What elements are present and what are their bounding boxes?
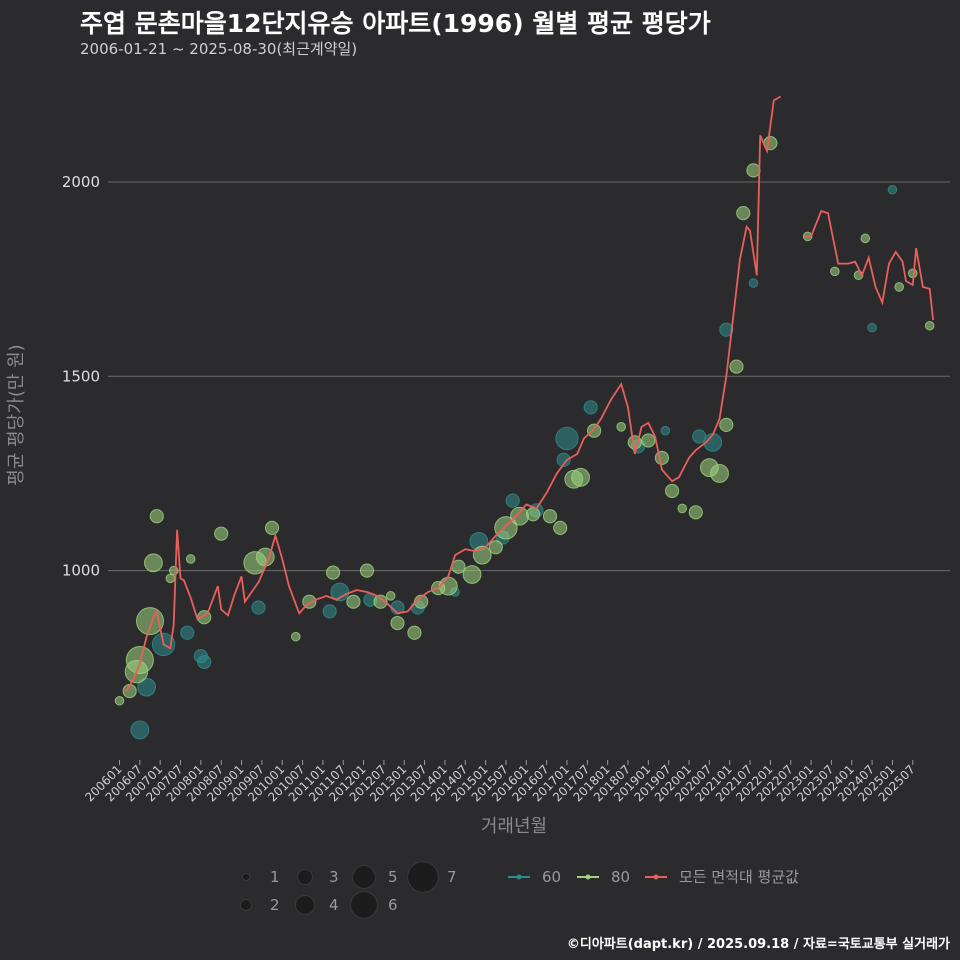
scatter-point-80 — [214, 526, 229, 541]
x-axis-ticks: 2006012006072007012007072008012008072009… — [82, 760, 918, 805]
scatter-point-80 — [829, 266, 840, 277]
scatter-point-80 — [346, 594, 361, 609]
scatter-point-80 — [688, 505, 703, 520]
legend-size-marker — [294, 894, 316, 916]
scatter-point-80 — [710, 464, 729, 483]
chart-title: 주엽 문촌마을12단지유승 아파트(1996) 월별 평균 평당가 — [80, 9, 711, 38]
scatter-point-80 — [359, 563, 375, 578]
legend-size-marker — [241, 872, 251, 882]
scatter-point-80 — [860, 233, 871, 244]
legend-size-label: 7 — [447, 868, 457, 886]
scatter-point-80 — [664, 483, 680, 499]
scatter-point-80 — [185, 554, 196, 564]
legend-size-label: 4 — [329, 896, 339, 914]
scatter-point-80 — [542, 509, 558, 524]
legend-size-marker — [350, 891, 378, 919]
scatter-point-80 — [654, 450, 670, 466]
scatter-point-80 — [924, 320, 935, 331]
scatter-point-60 — [180, 625, 195, 640]
scatter-point-60 — [251, 600, 266, 615]
legend-size-label: 3 — [329, 868, 339, 886]
scatter-point-60 — [556, 452, 571, 467]
scatter-point-60 — [137, 677, 157, 697]
legend-size-marker — [407, 861, 439, 893]
y-axis-title: 평균 평당가(만 원) — [6, 344, 27, 485]
legend-series-label: 모든 면적대 평균값 — [679, 868, 799, 886]
scatter-point-80 — [144, 553, 163, 573]
legend-series-dot — [585, 874, 591, 880]
scatter-point-80 — [390, 615, 405, 631]
scatter-point-80 — [373, 594, 388, 609]
scatter-point-80 — [264, 520, 280, 535]
scatter-point-80 — [677, 503, 688, 514]
scatter-point-80 — [451, 559, 466, 574]
legend: 1 2 3 4 5 6 7 60 80 모든 면적대 평균값 — [239, 861, 799, 919]
scatter-point-80 — [462, 565, 482, 584]
average-price-line — [125, 95, 934, 692]
scatter-point-60 — [867, 322, 877, 333]
legend-series-dot — [653, 874, 659, 880]
scatter-point-80 — [414, 594, 429, 609]
y-axis-ticks: 1000 1500 2000 — [62, 173, 100, 580]
scatter-point-80 — [407, 625, 422, 640]
scatter-point-80 — [168, 565, 179, 576]
scatter-point-80 — [385, 591, 396, 601]
legend-size-label: 2 — [270, 896, 280, 914]
scatter-point-80 — [553, 520, 568, 535]
legend-series-dot — [516, 874, 522, 880]
scatter-point-80 — [488, 540, 503, 555]
scatter-point-80 — [438, 576, 458, 596]
scatter-point-80 — [325, 565, 341, 580]
legend-series-label: 80 — [611, 868, 630, 886]
legend-size-label: 6 — [388, 896, 398, 914]
scatter-point-60 — [130, 720, 150, 740]
scatter-point-60 — [555, 426, 579, 451]
y-tick-label: 1500 — [62, 367, 100, 385]
scatter-point-80 — [729, 359, 744, 374]
scatter-point-80 — [290, 631, 301, 642]
scatter-point-80 — [149, 509, 164, 524]
scatter-point-60 — [197, 654, 212, 670]
chart-subtitle: 2006-01-21 ~ 2025-08-30(최근계약일) — [80, 40, 358, 58]
scatter-point-80 — [894, 282, 905, 292]
scatter-point-60 — [505, 493, 520, 508]
scatter-point-80 — [587, 423, 602, 438]
scatter-point-80 — [641, 433, 656, 448]
scatter-point-80 — [525, 507, 541, 522]
scatter-point-60 — [583, 400, 598, 415]
legend-size-label: 1 — [270, 868, 280, 886]
scatter-layer — [114, 136, 935, 740]
scatter-point-80 — [114, 695, 125, 706]
legend-size-marker — [239, 898, 253, 912]
x-axis-title: 거래년월 — [481, 816, 547, 837]
scatter-point-80 — [510, 506, 529, 526]
legend-size-marker — [296, 868, 314, 886]
line-layer — [125, 95, 934, 692]
scatter-point-80 — [616, 422, 627, 432]
scatter-point-60 — [660, 425, 671, 436]
scatter-point-80 — [571, 467, 590, 487]
source-caption: ©디아파트(dapt.kr) / 2025.09.18 / 자료=국토교통부 실… — [566, 937, 950, 952]
scatter-point-60 — [719, 322, 734, 337]
y-tick-label: 1000 — [62, 562, 100, 580]
scatter-point-60 — [748, 278, 759, 288]
legend-series-label: 60 — [542, 868, 561, 886]
scatter-point-80 — [736, 205, 751, 221]
scatter-point-80 — [494, 516, 518, 540]
scatter-point-60 — [322, 604, 337, 619]
scatter-point-80 — [719, 417, 734, 432]
legend-size-label: 5 — [388, 868, 398, 886]
y-tick-label: 2000 — [62, 173, 100, 191]
scatter-point-80 — [746, 163, 761, 178]
legend-size-marker — [352, 865, 376, 889]
scatter-point-60 — [330, 582, 350, 602]
scatter-point-80 — [125, 645, 154, 674]
scatter-point-60 — [887, 184, 898, 195]
